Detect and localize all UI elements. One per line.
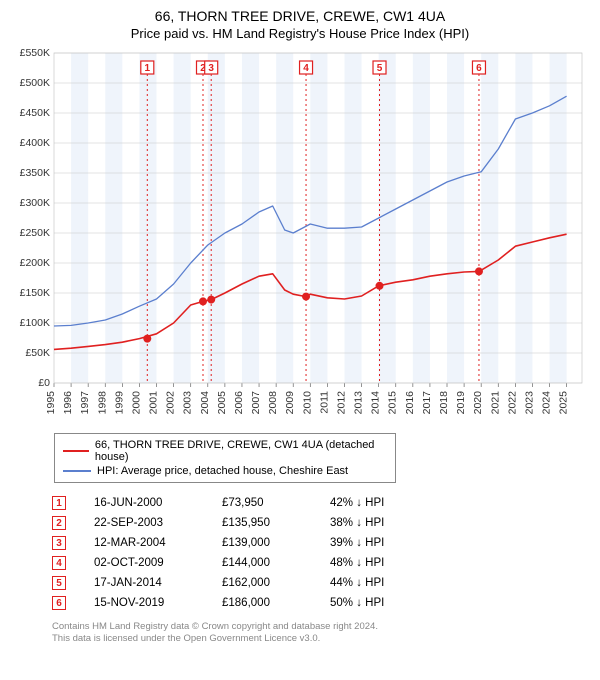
svg-text:2002: 2002 bbox=[165, 391, 177, 415]
sale-marker-5: 5 bbox=[52, 576, 66, 590]
svg-text:£0: £0 bbox=[38, 377, 50, 389]
svg-text:£100K: £100K bbox=[20, 317, 50, 329]
legend-row-hpi: HPI: Average price, detached house, Ches… bbox=[63, 464, 387, 478]
svg-text:2024: 2024 bbox=[541, 391, 553, 415]
sale-marker-4: 4 bbox=[52, 556, 66, 570]
sale-date: 17-JAN-2014 bbox=[94, 577, 194, 589]
sale-date: 16-JUN-2000 bbox=[94, 497, 194, 509]
legend-row-property: 66, THORN TREE DRIVE, CREWE, CW1 4UA (de… bbox=[63, 438, 387, 464]
title-sub: Price paid vs. HM Land Registry's House … bbox=[8, 26, 592, 41]
sale-diff: 48% ↓ HPI bbox=[330, 557, 420, 569]
svg-text:2016: 2016 bbox=[404, 391, 416, 415]
svg-text:1998: 1998 bbox=[96, 391, 108, 415]
svg-text:2001: 2001 bbox=[148, 391, 160, 415]
svg-text:2005: 2005 bbox=[216, 391, 228, 415]
footer-line1: Contains HM Land Registry data © Crown c… bbox=[52, 621, 582, 633]
svg-text:£300K: £300K bbox=[20, 197, 50, 209]
sale-marker-1: 1 bbox=[52, 496, 66, 510]
svg-text:£450K: £450K bbox=[20, 107, 50, 119]
svg-text:2003: 2003 bbox=[182, 391, 194, 415]
sale-price: £144,000 bbox=[222, 557, 302, 569]
sale-marker-3: 3 bbox=[52, 536, 66, 550]
sale-date: 22-SEP-2003 bbox=[94, 517, 194, 529]
sale-date: 15-NOV-2019 bbox=[94, 597, 194, 609]
chart-shell: £0 £50K £100K £150K £200K £250K £300K £350K £400… bbox=[8, 47, 592, 427]
svg-text:2013: 2013 bbox=[353, 391, 365, 415]
svg-text:5: 5 bbox=[377, 63, 383, 74]
sales-row: 5 17-JAN-2014 £162,000 44% ↓ HPI bbox=[52, 573, 582, 593]
svg-text:2011: 2011 bbox=[318, 391, 330, 414]
svg-text:1997: 1997 bbox=[79, 391, 91, 415]
sales-table: 1 16-JUN-2000 £73,950 42% ↓ HPI 2 22-SEP-2003… bbox=[52, 493, 582, 613]
svg-text:2009: 2009 bbox=[284, 391, 296, 415]
svg-text:£50K: £50K bbox=[25, 347, 50, 359]
svg-text:2018: 2018 bbox=[438, 391, 450, 415]
legend-label-property: 66, THORN TREE DRIVE, CREWE, CW1 4UA (de… bbox=[95, 439, 387, 463]
svg-text:4: 4 bbox=[303, 63, 309, 74]
svg-text:£150K: £150K bbox=[20, 287, 50, 299]
svg-text:2014: 2014 bbox=[370, 391, 382, 415]
svg-text:2017: 2017 bbox=[421, 391, 433, 415]
svg-text:2023: 2023 bbox=[523, 391, 535, 415]
title-block: 66, THORN TREE DRIVE, CREWE, CW1 4UA Pri… bbox=[8, 8, 592, 41]
legend: 66, THORN TREE DRIVE, CREWE, CW1 4UA (de… bbox=[54, 433, 396, 483]
legend-swatch-hpi bbox=[63, 470, 91, 472]
svg-text:2010: 2010 bbox=[301, 391, 313, 415]
chart-container: 66, THORN TREE DRIVE, CREWE, CW1 4UA Pri… bbox=[0, 0, 600, 658]
svg-text:6: 6 bbox=[476, 63, 482, 74]
sale-price: £162,000 bbox=[222, 577, 302, 589]
legend-swatch-property bbox=[63, 450, 89, 452]
svg-text:2021: 2021 bbox=[489, 391, 501, 415]
sale-marker-2: 2 bbox=[52, 516, 66, 530]
sale-price: £139,000 bbox=[222, 537, 302, 549]
svg-text:2025: 2025 bbox=[558, 391, 570, 415]
sale-price: £135,950 bbox=[222, 517, 302, 529]
svg-text:2000: 2000 bbox=[130, 391, 142, 415]
svg-text:2012: 2012 bbox=[335, 391, 347, 415]
svg-text:2004: 2004 bbox=[199, 391, 211, 415]
sales-row: 6 15-NOV-2019 £186,000 50% ↓ HPI bbox=[52, 593, 582, 613]
svg-text:1996: 1996 bbox=[62, 391, 74, 415]
svg-text:3: 3 bbox=[208, 63, 214, 74]
svg-text:2008: 2008 bbox=[267, 391, 279, 415]
svg-text:£400K: £400K bbox=[20, 137, 50, 149]
svg-text:2007: 2007 bbox=[250, 391, 262, 415]
svg-text:1999: 1999 bbox=[113, 391, 125, 415]
svg-text:£500K: £500K bbox=[20, 77, 50, 89]
price-chart: £0 £50K £100K £150K £200K £250K £300K £350K £400… bbox=[8, 47, 592, 427]
sale-diff: 39% ↓ HPI bbox=[330, 537, 420, 549]
svg-text:2020: 2020 bbox=[472, 391, 484, 415]
sale-diff: 44% ↓ HPI bbox=[330, 577, 420, 589]
footer-line2: This data is licensed under the Open Gov… bbox=[52, 633, 582, 645]
svg-text:£350K: £350K bbox=[20, 167, 50, 179]
svg-text:2019: 2019 bbox=[455, 391, 467, 415]
svg-text:2006: 2006 bbox=[233, 391, 245, 415]
sale-price: £73,950 bbox=[222, 497, 302, 509]
svg-text:2015: 2015 bbox=[387, 391, 399, 415]
sale-diff: 42% ↓ HPI bbox=[330, 497, 420, 509]
svg-text:1: 1 bbox=[145, 63, 151, 74]
sales-row: 1 16-JUN-2000 £73,950 42% ↓ HPI bbox=[52, 493, 582, 513]
svg-text:£250K: £250K bbox=[20, 227, 50, 239]
title-main: 66, THORN TREE DRIVE, CREWE, CW1 4UA bbox=[8, 8, 592, 24]
sales-row: 3 12-MAR-2004 £139,000 39% ↓ HPI bbox=[52, 533, 582, 553]
sale-diff: 50% ↓ HPI bbox=[330, 597, 420, 609]
svg-text:£550K: £550K bbox=[20, 47, 50, 59]
sale-marker-6: 6 bbox=[52, 596, 66, 610]
legend-label-hpi: HPI: Average price, detached house, Ches… bbox=[97, 465, 348, 477]
svg-text:1995: 1995 bbox=[45, 391, 57, 415]
svg-text:£200K: £200K bbox=[20, 257, 50, 269]
svg-text:2022: 2022 bbox=[506, 391, 518, 415]
sales-row: 4 02-OCT-2009 £144,000 48% ↓ HPI bbox=[52, 553, 582, 573]
footer: Contains HM Land Registry data © Crown c… bbox=[52, 621, 582, 646]
sale-price: £186,000 bbox=[222, 597, 302, 609]
sale-diff: 38% ↓ HPI bbox=[330, 517, 420, 529]
sale-date: 02-OCT-2009 bbox=[94, 557, 194, 569]
sales-row: 2 22-SEP-2003 £135,950 38% ↓ HPI bbox=[52, 513, 582, 533]
sale-date: 12-MAR-2004 bbox=[94, 537, 194, 549]
